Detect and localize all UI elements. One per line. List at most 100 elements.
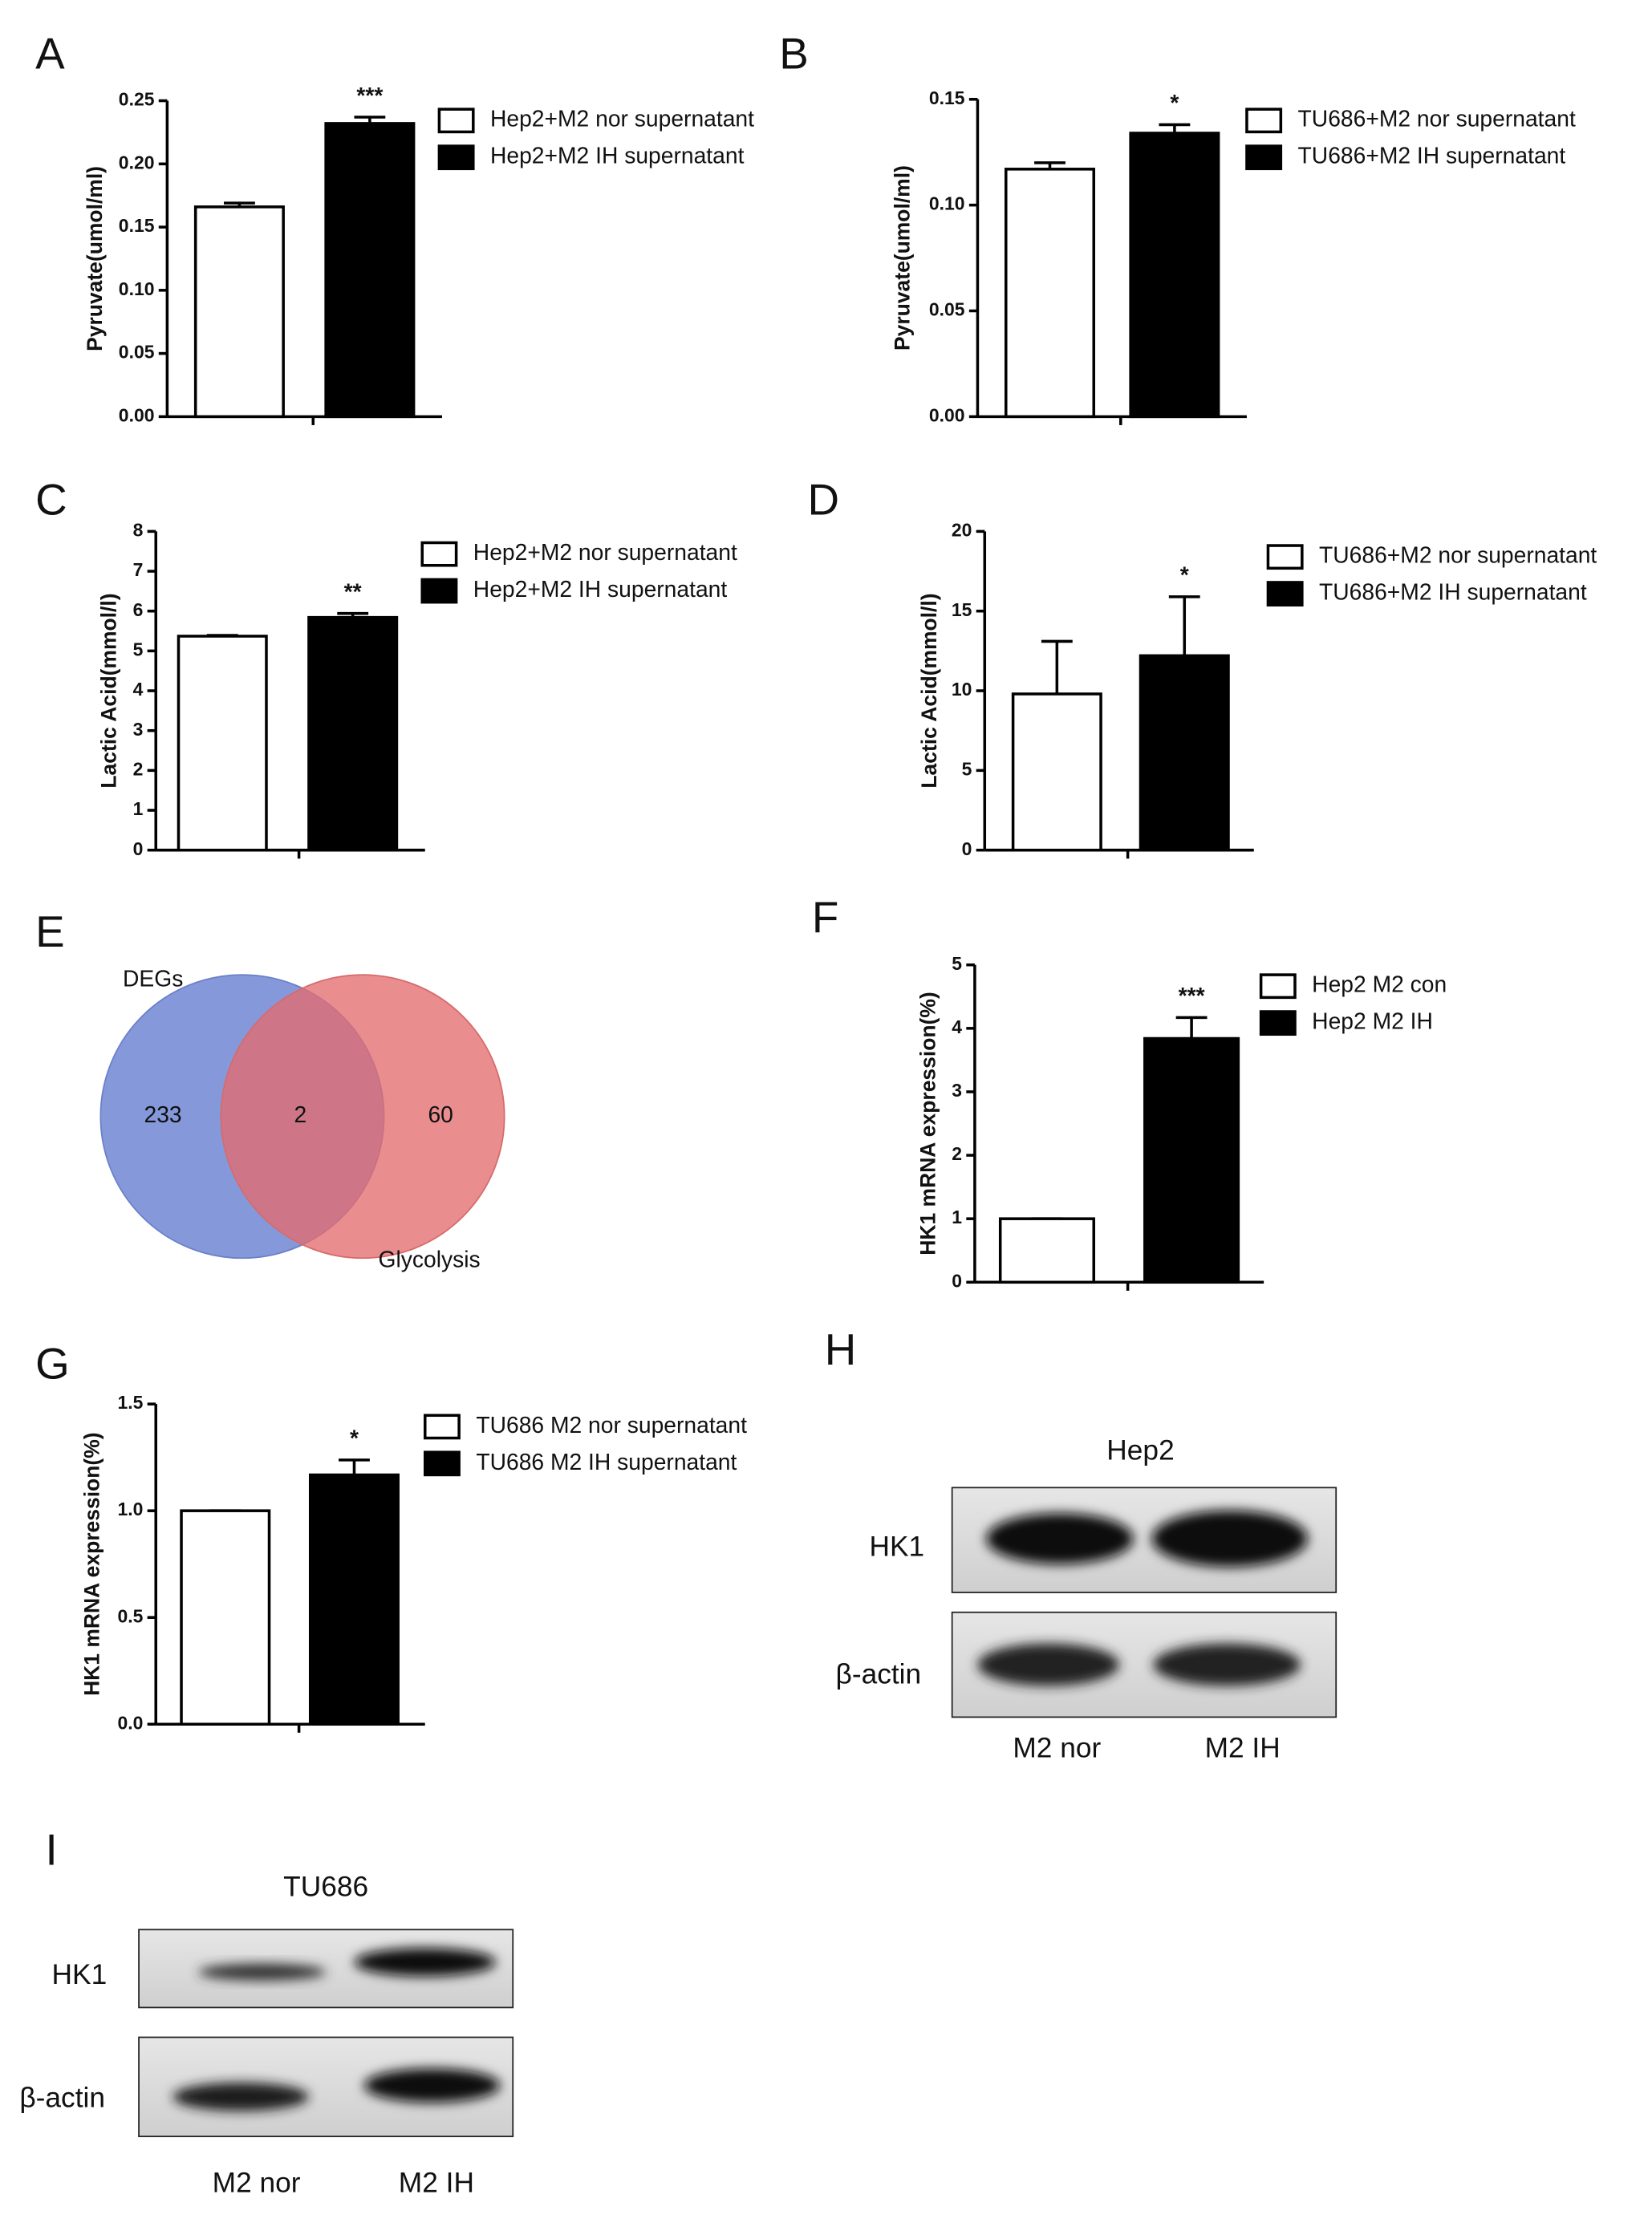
bar [1139,654,1230,852]
bar [324,122,416,419]
y-tick-label: 2 [133,758,144,779]
legend-label: Hep2 M2 con [1312,972,1447,997]
y-tick-label: 1 [133,798,144,819]
bar [1143,1036,1240,1284]
bar [177,635,268,852]
panel-letter: G [35,1339,70,1389]
y-tick-label: 0.5 [117,1605,143,1626]
y-tick-label: 0.15 [119,215,155,236]
panel-letter: B [779,28,809,78]
y-tick-label: 6 [133,599,144,620]
legend-label: Hep2+M2 IH supernatant [473,576,728,602]
y-axis-label: HK1 mRNA expression(%) [80,1432,104,1695]
significance: *** [1179,983,1205,1008]
y-tick-label: 7 [133,559,144,580]
bar [193,205,285,419]
y-tick-label: 4 [133,679,144,700]
count: 233 [144,1101,182,1127]
band [977,1643,1120,1686]
legend-swatch [1259,1010,1297,1036]
y-tick-label: 0.0 [117,1712,143,1733]
legend-label: TU686+M2 IH supernatant [1319,579,1587,605]
y-tick-label: 0.10 [929,193,965,214]
y-tick-label: 5 [962,758,972,779]
legend-label: TU686+M2 nor supernatant [1298,106,1576,132]
legend-swatch [1245,107,1283,134]
legend-swatch [1259,973,1297,1000]
y-tick-label: 1.5 [117,1392,143,1413]
panel-letter: H [825,1324,857,1374]
row-label: β-actin [19,2083,105,2114]
y-tick-label: 5 [133,639,144,659]
panel-letter: F [812,892,838,942]
row-label: β-actin [836,1659,922,1690]
y-tick-label: 0.05 [929,299,965,320]
panel-letter: D [808,475,840,525]
band [1153,1643,1301,1686]
y-tick-label: 0.10 [119,278,155,299]
y-tick-label: 5 [952,953,962,974]
legend-label: Hep2+M2 IH supernatant [490,143,745,168]
y-tick-label: 0.25 [119,89,155,110]
bar [180,1509,271,1726]
y-tick-label: 4 [952,1016,962,1037]
legend-swatch [1266,581,1304,606]
set-label: Glycolysis [378,1246,480,1272]
legend-swatch [437,107,475,134]
legend-label: TU686 M2 IH supernatant [476,1449,737,1475]
significance: ** [344,578,362,604]
y-tick-label: 1.0 [117,1499,143,1519]
y-tick-label: 20 [952,519,972,540]
y-tick-label: 3 [952,1080,962,1101]
blot-title: TU686 [283,1871,368,1902]
panel-letter: I [46,1824,58,1874]
legend-label: TU686 M2 nor supernatant [476,1412,747,1438]
y-axis-label: Lactic Acid(mmol/l) [97,593,121,788]
y-tick-label: 15 [952,599,972,620]
bar [1004,168,1096,419]
y-tick-label: 3 [133,719,144,740]
band [354,1948,497,1977]
y-tick-label: 0 [133,838,144,859]
y-axis-label: Pyruvate(umol/ml) [83,166,107,351]
significance: *** [356,83,383,108]
legend-label: TU686+M2 nor supernatant [1319,542,1597,568]
y-tick-label: 0.15 [929,87,965,108]
y-tick-label: 0 [952,1270,962,1291]
band [1151,1510,1308,1568]
y-tick-label: 10 [952,679,972,700]
legend-label: Hep2+M2 nor supernatant [473,539,737,565]
panel-letter: A [35,28,65,78]
count: 2 [294,1101,307,1127]
significance: * [1170,90,1179,116]
panel-letter: C [35,475,67,525]
bar [307,615,399,852]
row-label: HK1 [52,1959,108,1990]
lane-label: M2 nor [213,2167,301,2198]
legend-swatch [437,144,475,171]
y-tick-label: 8 [133,519,144,540]
blot-title: Hep2 [1106,1435,1174,1466]
y-tick-label: 2 [952,1143,962,1164]
legend-label: TU686+M2 IH supernatant [1298,143,1566,168]
bar [1011,692,1102,852]
count: 60 [428,1101,453,1127]
legend-swatch [1245,144,1283,171]
band [986,1513,1134,1564]
blot: I TU686 HK1 β-actin M2 nor M2 IH [19,1824,514,2198]
panel-letter: E [35,907,65,956]
legend-label: Hep2+M2 nor supernatant [490,106,754,132]
y-tick-label: 0.00 [119,404,155,425]
band [363,2068,501,2103]
legend-swatch [1266,544,1304,570]
y-axis-label: HK1 mRNA expression(%) [915,992,940,1255]
legend-label: Hep2 M2 IH [1312,1008,1433,1034]
bar [1129,132,1220,419]
blot: H Hep2 HK1 β-actin M2 nor M2 IH [825,1324,1337,1763]
legend-swatch [423,1450,461,1477]
y-tick-label: 0.05 [119,342,155,363]
y-axis-label: Lactic Acid(mmol/l) [917,593,941,788]
legend-swatch [420,578,458,604]
lane-label: M2 IH [1205,1732,1281,1763]
